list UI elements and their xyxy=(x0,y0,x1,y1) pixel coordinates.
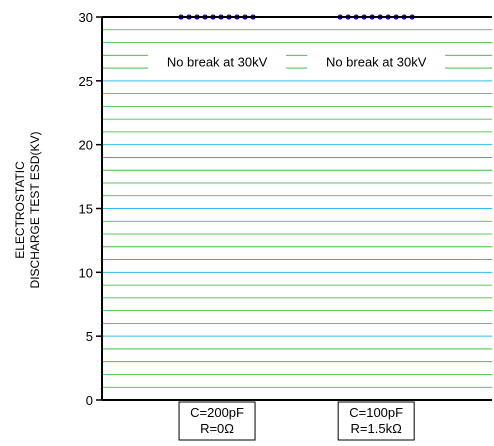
category-label-line: R=1.5kΩ xyxy=(351,421,403,436)
annotation-label: No break at 30kV xyxy=(326,55,427,70)
category-label-line: C=100pF xyxy=(349,405,403,420)
axes xyxy=(101,16,492,401)
annotation-background xyxy=(148,53,287,71)
category-label-line: C=200pF xyxy=(190,405,244,420)
annotation-label: No break at 30kV xyxy=(167,55,268,70)
y-tick-label: 30 xyxy=(79,10,93,25)
y-tick-label: 0 xyxy=(86,393,93,408)
category-label-box xyxy=(337,401,415,441)
grid-lines xyxy=(102,29,492,388)
y-axis-label: ELECTROSTATIC DISCHARGE TEST ESD(KV) xyxy=(13,132,42,289)
y-tick-label: 10 xyxy=(79,265,93,280)
category-label-box xyxy=(178,401,256,441)
y-axis-ticks: 0 5 10 15 20 25 30 xyxy=(79,10,102,408)
annotations: No break at 30kV No break at 30kV xyxy=(148,53,446,71)
annotation-background xyxy=(307,53,446,71)
y-tick-label: 20 xyxy=(79,138,93,153)
y-tick-label: 5 xyxy=(86,329,93,344)
y-tick-label: 15 xyxy=(79,202,93,217)
y-axis-label-line-2: DISCHARGE TEST ESD(KV) xyxy=(28,132,42,289)
y-axis-label-line-1: ELECTROSTATIC xyxy=(13,161,27,259)
category-label-line: R=0Ω xyxy=(200,421,234,436)
y-tick-label: 25 xyxy=(79,74,93,89)
